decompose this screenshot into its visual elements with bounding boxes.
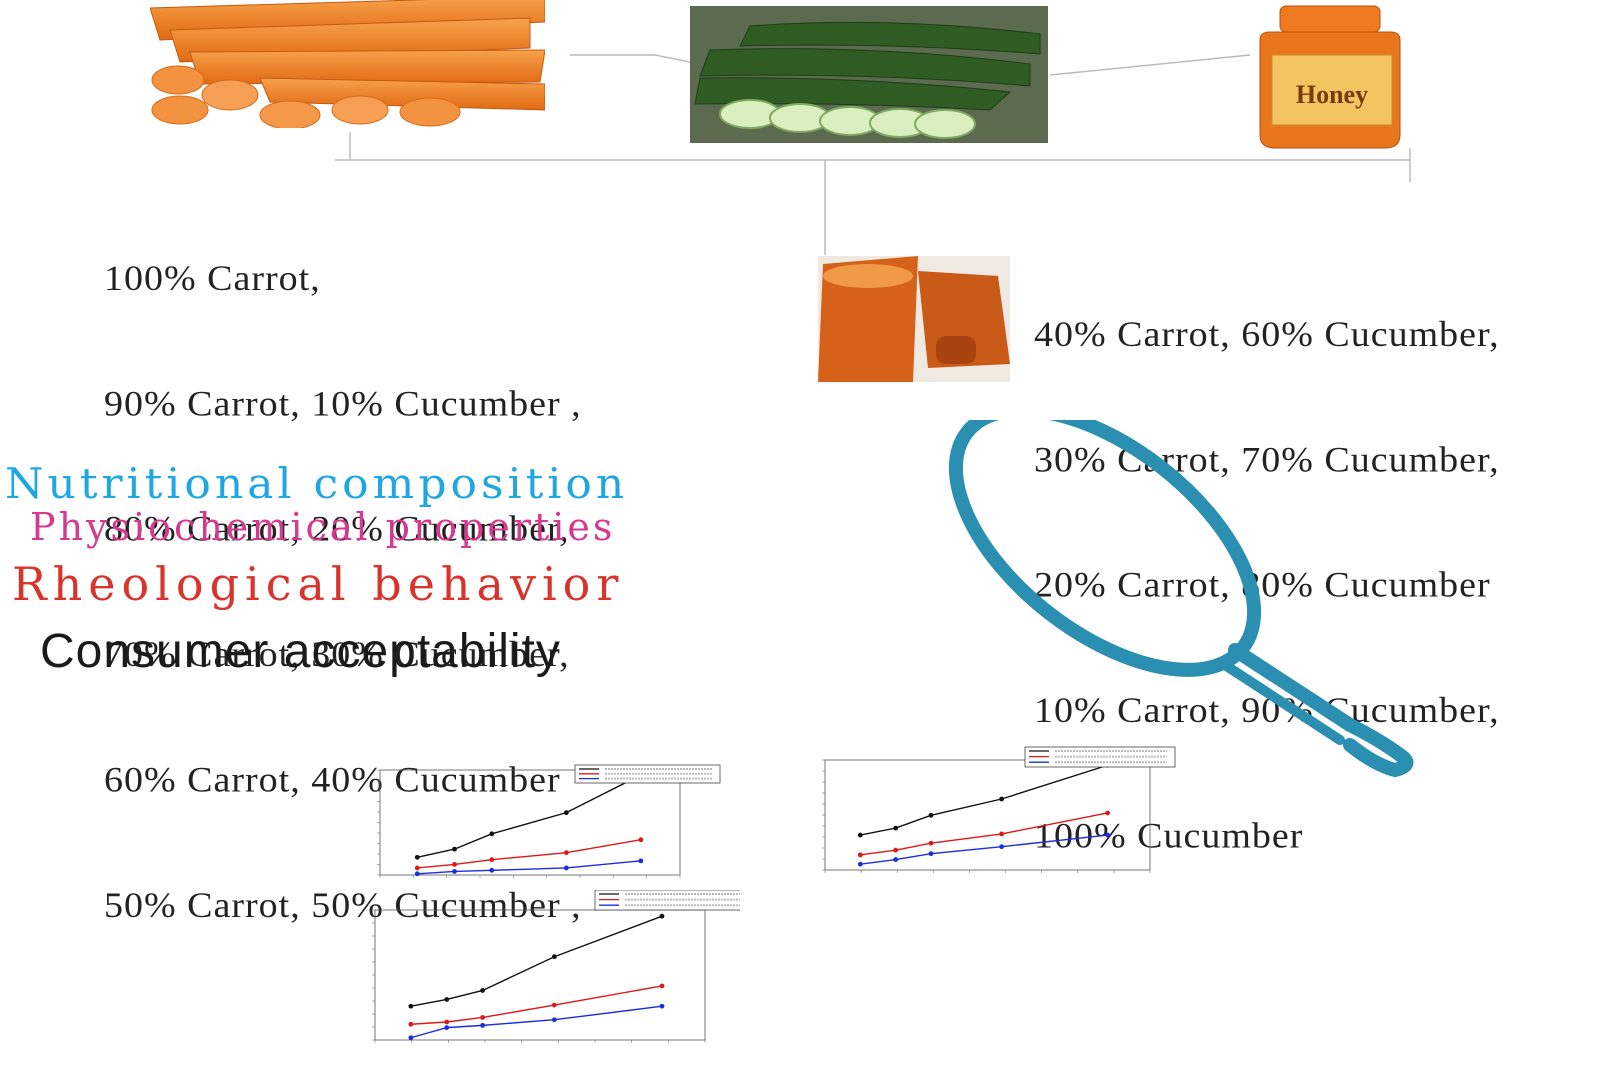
blend-item: 100% Cucumber [1034,816,1304,857]
data-point [563,810,569,816]
rheology-chart-1 [377,764,721,878]
data-point [480,1022,486,1028]
magnifying-glass-icon [948,420,1414,778]
rheology-chart-3 [372,890,740,1043]
data-point [414,865,420,871]
data-point [452,862,457,867]
data-point [452,869,457,874]
data-point [659,913,665,919]
carrot-photo [150,0,545,128]
data-point [551,1017,557,1023]
blend-item: 90% Carrot, 10% Cucumber , [104,383,582,424]
data-point [480,1015,486,1020]
data-point [408,1021,414,1027]
data-point [408,1003,414,1009]
data-point [893,857,899,862]
data-point [408,1035,414,1041]
data-point [452,846,457,852]
data-point [638,858,644,864]
data-point [1105,810,1111,816]
cucumber-photo [690,6,1048,143]
data-point [489,831,495,837]
data-point [857,861,863,867]
blend-item: 80% Carrot, 20% Cucumber, [104,509,570,550]
data-point [928,851,934,857]
data-point [857,832,863,838]
data-point [893,825,899,831]
data-point [999,844,1005,850]
nutritional-composition-label: Nutritional composition [5,460,629,509]
blend-list-left: 100% Carrot, 90% Carrot, 10% Cucumber , … [104,174,582,968]
physiochemical-properties-label: Physiochemical properties [30,505,616,549]
data-point [414,854,420,860]
data-point [659,1003,665,1009]
data-point [444,1019,450,1025]
data-point [659,983,665,989]
data-point [999,796,1005,802]
data-point [999,831,1005,837]
rheology-chart-2 [822,746,1176,873]
blend-list-right: 40% Carrot, 60% Cucumber, 30% Carrot, 70… [1034,230,1500,899]
blend-item: 30% Carrot, 70% Cucumber, [1034,439,1500,480]
blend-item: 70% Carrot, 30% Cucumber, [104,634,570,675]
data-point [444,997,450,1002]
data-point [638,837,644,843]
data-point [928,840,934,846]
data-point [563,850,569,856]
consumer-acceptability-label: Consumer acceptability [40,625,561,678]
blend-item: 40% Carrot, 60% Cucumber, [1034,314,1500,355]
blend-item: 60% Carrot, 40% Cucumber [104,760,561,801]
data-point [551,954,557,960]
series-line [417,860,641,875]
honey-jar-photo: Honey [1250,0,1410,150]
data-point [857,852,863,858]
honey-label: Honey [1296,80,1368,109]
data-point [489,867,495,873]
data-point [489,857,495,863]
juice-glass-photo [818,256,1010,382]
blend-item: 50% Carrot, 50% Cucumber , [104,885,582,926]
data-point [551,1002,557,1008]
data-point [893,847,899,853]
rheological-behavior-label: Rheological behavior [12,557,625,611]
data-point [444,1025,450,1031]
data-point [414,871,420,877]
data-point [563,865,569,871]
series-line [410,985,663,1025]
data-point [1105,832,1111,838]
data-point [928,812,934,818]
data-point [480,988,486,993]
series-line [860,764,1108,836]
blend-item: 100% Carrot, [104,258,321,299]
